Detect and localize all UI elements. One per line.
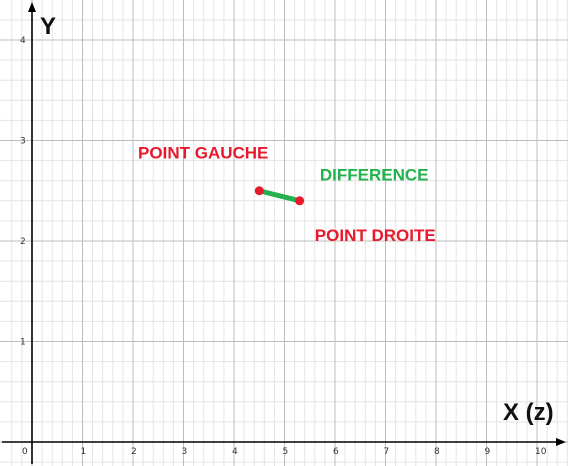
tick-labels: 0 1 2 3 4 5 6 7 8 9 10 1 2 3 4 [20,36,547,457]
x-tick-label: 0 [22,447,28,457]
x-tick-label: 6 [333,447,339,457]
x-tick-label: 10 [535,447,547,457]
y-tick-label: 3 [20,137,26,147]
x-axis-title: X (z) [503,399,554,426]
x-tick-label: 7 [384,447,390,457]
x-axis-arrow [556,438,566,446]
annotation-label: DIFFERENCE [320,166,429,185]
difference-segment [256,188,303,204]
y-axis-arrow [28,2,36,12]
annotation-labels: POINT GAUCHE DIFFERENCE POINT DROITE [138,144,436,245]
x-tick-label: 5 [283,447,289,457]
annotation-label: POINT GAUCHE [138,144,268,163]
annotation-label: POINT DROITE [315,226,436,245]
x-tick-label: 9 [485,447,491,457]
data-marks [254,186,305,206]
y-tick-label: 1 [20,338,26,348]
data-point [295,196,305,206]
y-tick-label: 4 [20,36,26,46]
x-tick-label: 2 [131,447,137,457]
x-tick-label: 8 [434,447,440,457]
x-tick-label: 3 [182,447,188,457]
y-tick-label: 2 [20,237,26,247]
x-tick-label: 1 [81,447,87,457]
x-tick-label: 4 [232,447,238,457]
y-axis-title: Y [40,13,56,40]
data-point [254,186,264,196]
